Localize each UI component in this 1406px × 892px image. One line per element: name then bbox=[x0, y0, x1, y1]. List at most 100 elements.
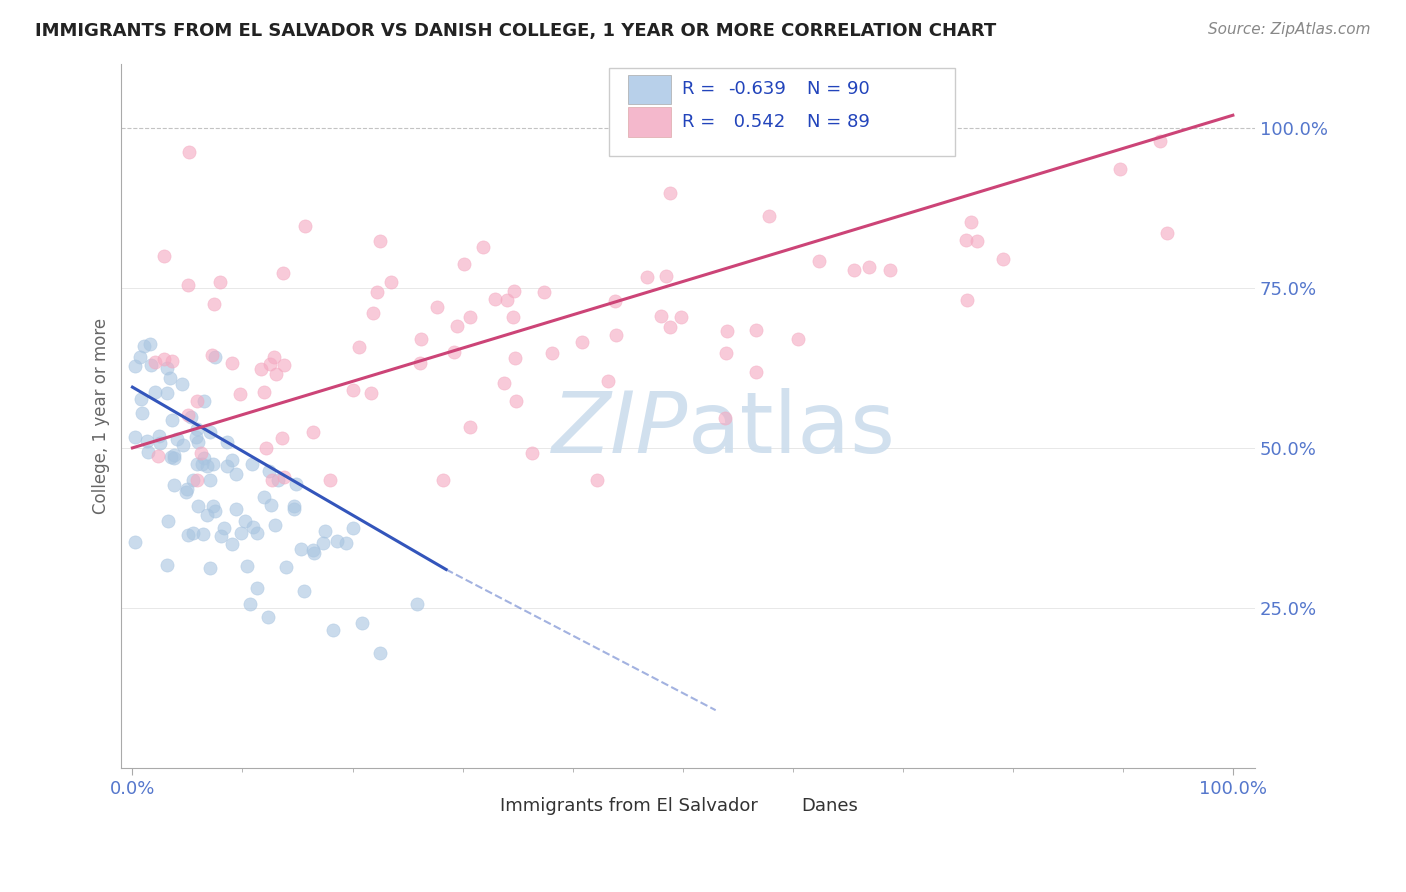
Point bbox=[585, 473, 607, 487]
Point bbox=[124, 430, 146, 444]
Point bbox=[714, 411, 737, 425]
Point bbox=[301, 543, 323, 558]
Point bbox=[146, 449, 169, 463]
Point bbox=[858, 260, 880, 274]
Point bbox=[290, 542, 312, 557]
Point bbox=[181, 526, 204, 541]
Point bbox=[214, 521, 236, 535]
Point bbox=[180, 410, 202, 425]
Point bbox=[1149, 134, 1171, 148]
Point bbox=[225, 501, 247, 516]
Point bbox=[242, 457, 264, 471]
Point bbox=[198, 473, 221, 487]
Point bbox=[156, 558, 179, 572]
Point bbox=[198, 561, 221, 575]
Point bbox=[263, 518, 285, 533]
Point bbox=[245, 581, 267, 595]
Point bbox=[366, 285, 388, 299]
Text: atlas: atlas bbox=[688, 389, 896, 472]
Point bbox=[221, 537, 243, 551]
Point bbox=[166, 432, 188, 446]
Point bbox=[186, 394, 208, 409]
FancyBboxPatch shape bbox=[461, 802, 489, 822]
Point bbox=[273, 359, 295, 373]
Point bbox=[659, 320, 682, 334]
Point bbox=[292, 584, 315, 599]
Point bbox=[650, 309, 672, 323]
Point bbox=[195, 508, 218, 522]
Point bbox=[669, 310, 692, 324]
Point bbox=[541, 346, 564, 360]
Text: N = 89: N = 89 bbox=[807, 112, 870, 131]
Point bbox=[136, 434, 159, 448]
Point bbox=[312, 536, 335, 550]
Point bbox=[533, 285, 555, 299]
Point bbox=[956, 293, 979, 307]
Point bbox=[659, 186, 682, 200]
Point bbox=[236, 558, 259, 573]
Point bbox=[129, 392, 152, 406]
Point bbox=[380, 275, 402, 289]
Point bbox=[955, 233, 977, 247]
Point bbox=[868, 117, 890, 131]
Point bbox=[443, 345, 465, 359]
Point bbox=[160, 354, 183, 368]
Point bbox=[193, 394, 215, 409]
Point bbox=[758, 209, 780, 223]
FancyBboxPatch shape bbox=[762, 802, 790, 822]
Point bbox=[124, 535, 146, 549]
Point bbox=[492, 376, 515, 391]
Point bbox=[304, 545, 326, 559]
Point bbox=[503, 285, 526, 299]
Point bbox=[239, 597, 262, 611]
Point bbox=[177, 409, 200, 423]
Point bbox=[156, 385, 179, 400]
Point bbox=[409, 332, 432, 346]
Point bbox=[242, 520, 264, 534]
Point bbox=[636, 269, 658, 284]
FancyBboxPatch shape bbox=[628, 107, 671, 136]
Point bbox=[209, 529, 232, 543]
Point bbox=[187, 434, 209, 449]
Point bbox=[716, 324, 738, 338]
Point bbox=[505, 393, 527, 408]
Text: IMMIGRANTS FROM EL SALVADOR VS DANISH COLLEGE, 1 YEAR OR MORE CORRELATION CHART: IMMIGRANTS FROM EL SALVADOR VS DANISH CO… bbox=[35, 22, 997, 40]
Point bbox=[361, 306, 384, 320]
Point bbox=[318, 473, 340, 487]
Point bbox=[163, 478, 186, 492]
Point bbox=[271, 431, 294, 445]
Point bbox=[266, 367, 288, 381]
Point bbox=[263, 351, 285, 365]
Text: R =: R = bbox=[682, 80, 721, 98]
Point bbox=[148, 429, 170, 443]
Point bbox=[172, 438, 194, 452]
Point bbox=[221, 355, 243, 369]
Point bbox=[257, 464, 280, 478]
Point bbox=[139, 359, 162, 373]
Point bbox=[879, 263, 901, 277]
Point bbox=[257, 609, 280, 624]
Point bbox=[259, 357, 281, 371]
Point bbox=[186, 430, 208, 444]
Point bbox=[807, 254, 830, 268]
Point bbox=[124, 359, 146, 374]
Point bbox=[186, 458, 208, 472]
Point bbox=[186, 422, 208, 436]
Point bbox=[432, 473, 454, 487]
Point bbox=[520, 446, 543, 460]
Point bbox=[233, 514, 256, 528]
Point bbox=[160, 413, 183, 427]
Point bbox=[253, 384, 276, 399]
Point bbox=[201, 348, 224, 362]
Point bbox=[322, 623, 344, 637]
Point bbox=[187, 500, 209, 514]
Point bbox=[605, 328, 627, 343]
Point bbox=[342, 384, 364, 398]
Point bbox=[786, 332, 808, 346]
Point bbox=[202, 500, 225, 514]
Point bbox=[177, 145, 200, 160]
Point bbox=[134, 339, 156, 353]
Point bbox=[128, 350, 150, 364]
Point bbox=[605, 293, 627, 308]
Point bbox=[191, 526, 214, 541]
